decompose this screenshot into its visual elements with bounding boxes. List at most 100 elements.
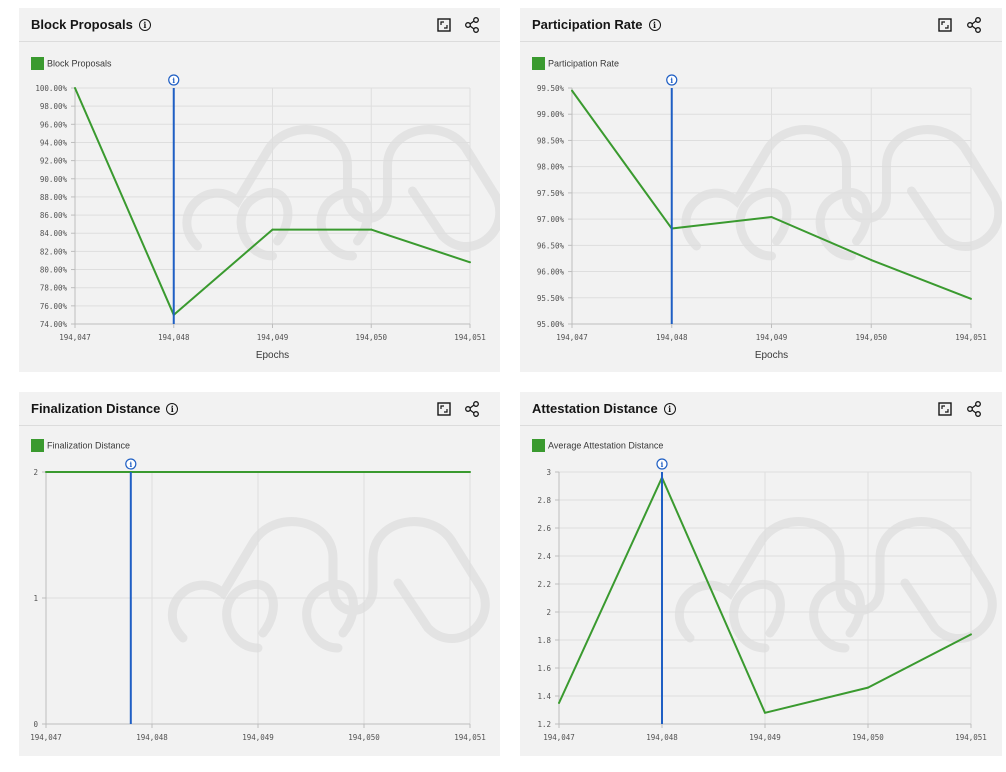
panel-title-text: Block Proposals (31, 17, 133, 32)
y-tick-label: 1.2 (537, 720, 551, 729)
watermark-logo (182, 125, 500, 261)
x-tick-label: 194,048 (158, 333, 190, 342)
y-tick-label: 78.00% (40, 284, 68, 293)
watermark-path (302, 579, 358, 653)
maximize-button[interactable] (934, 398, 956, 420)
info-icon (125, 458, 137, 470)
share-button[interactable] (963, 14, 985, 36)
data-point (469, 261, 471, 264)
panel-header: Attestation Distance i (520, 392, 1002, 426)
watermark-path (674, 517, 997, 643)
x-tick-label: 194,047 (30, 733, 62, 742)
legend-swatch (532, 57, 545, 70)
x-tick-label: 194,051 (955, 333, 987, 342)
watermark-path (167, 517, 490, 643)
maximize-button[interactable] (433, 14, 455, 36)
share-button[interactable] (461, 398, 483, 420)
y-tick-label: 94.00% (40, 138, 68, 147)
info-icon[interactable]: i (138, 19, 151, 31)
x-tick-label: 194,050 (852, 733, 884, 742)
y-tick-label: 82.00% (40, 247, 68, 256)
event-marker-info-icon[interactable]: i (656, 458, 668, 470)
x-axis-title: Epochs (755, 350, 788, 361)
y-tick-label: 90.00% (40, 175, 68, 184)
data-point (970, 633, 972, 636)
y-tick-label: 97.00% (537, 215, 565, 224)
info-icon[interactable]: i (648, 19, 661, 31)
data-point (370, 228, 373, 231)
y-tick-label: 80.00% (40, 266, 68, 275)
event-marker-info-icon[interactable]: i (168, 74, 180, 86)
y-tick-label: 1 (33, 594, 38, 603)
maximize-button[interactable] (433, 398, 455, 420)
x-tick-label: 194,049 (242, 733, 274, 742)
event-marker-info-icon[interactable]: i (666, 74, 678, 86)
share-icon (967, 17, 981, 33)
info-icon[interactable]: i (166, 403, 179, 415)
y-tick-label: 84.00% (40, 229, 68, 238)
line-chart: 0 1 2 194,047 194,048 194,049 194,050 194,051 i (30, 458, 490, 742)
maximize-icon (437, 18, 451, 32)
legend[interactable]: Block Proposals (31, 57, 112, 71)
x-tick-label: 194,047 (59, 333, 91, 342)
x-tick-label: 194,047 (556, 333, 588, 342)
x-tick-label: 194,047 (543, 733, 575, 742)
share-icon (967, 401, 981, 417)
watermark-path (182, 125, 500, 251)
chart-panel-finalization-distance: Finalization Distance i Finalization Dist… (19, 392, 500, 756)
legend-swatch (31, 57, 44, 70)
panel-title: Finalization Distance i (31, 401, 179, 416)
data-point (867, 686, 869, 689)
y-tick-label: 86.00% (40, 211, 68, 220)
line-chart: 1.2 1.4 1.6 1.8 2 2.2 2.4 2.6 2.8 3 194,047 194,048… (537, 458, 997, 742)
legend[interactable]: Participation Rate (532, 57, 619, 71)
y-tick-label: 95.00% (537, 320, 565, 329)
y-tick-label: 1.4 (537, 692, 551, 701)
legend-swatch (31, 439, 44, 452)
y-tick-label: 97.50% (537, 189, 565, 198)
x-tick-label: 194,049 (749, 733, 781, 742)
panel-title: Attestation Distance i (532, 401, 676, 416)
x-tick-label: 194,048 (656, 333, 688, 342)
y-tick-label: 2.4 (537, 552, 551, 561)
y-tick-label: 92.00% (40, 157, 68, 166)
legend-label: Block Proposals (47, 58, 112, 69)
chart-panel-attestation-distance: Attestation Distance i Average Attestatio… (520, 392, 1002, 756)
info-icon-glyph: i (661, 460, 664, 469)
panel-header: Block Proposals i (19, 8, 500, 42)
panel-title: Participation Rate i (532, 17, 661, 32)
x-tick-label: 194,049 (756, 333, 788, 342)
event-marker-info-icon[interactable]: i (125, 458, 137, 470)
data-point (151, 471, 153, 473)
share-button[interactable] (461, 14, 483, 36)
y-tick-label: 0 (33, 720, 38, 729)
y-tick-label: 74.00% (40, 320, 68, 329)
x-tick-label: 194,051 (454, 333, 486, 342)
watermark-path (681, 125, 1002, 251)
line-chart: 95.00% 95.50% 96.00% 96.50% 97.00% 97.50% 98.0… (537, 74, 1002, 361)
y-tick-label: 96.00% (40, 120, 68, 129)
maximize-button[interactable] (934, 14, 956, 36)
watermark-path (735, 187, 792, 261)
info-icon-glyph: i (172, 76, 175, 85)
x-tick-label: 194,050 (855, 333, 887, 342)
share-button[interactable] (963, 398, 985, 420)
legend-label: Participation Rate (548, 58, 620, 69)
panel-title-text: Finalization Distance (31, 401, 161, 416)
y-tick-label: 1.6 (537, 664, 551, 673)
data-point (271, 228, 274, 231)
x-tick-label: 194,050 (355, 333, 387, 342)
info-icon-glyph: i (670, 76, 673, 85)
watermark-logo (674, 517, 997, 653)
panel-title-text: Participation Rate (532, 17, 643, 32)
legend[interactable]: Average Attestation Distance (532, 439, 663, 453)
info-icon[interactable]: i (663, 403, 676, 415)
data-point (45, 471, 47, 473)
legend[interactable]: Finalization Distance (31, 439, 130, 453)
data-point (257, 471, 259, 473)
panel-title-text: Attestation Distance (532, 401, 658, 416)
y-tick-label: 100.00% (35, 84, 67, 93)
panel-header: Participation Rate i (520, 8, 1002, 42)
y-tick-label: 88.00% (40, 193, 68, 202)
x-tick-label: 194,048 (136, 733, 168, 742)
